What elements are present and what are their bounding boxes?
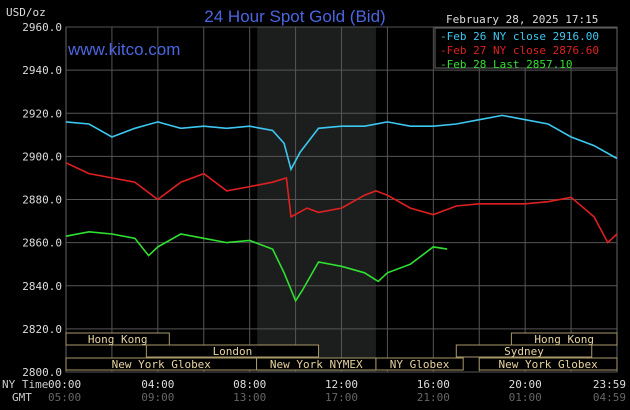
x-tick-label-gmt: 09:00 [141, 391, 174, 404]
session-label: New York Globex [498, 358, 598, 371]
legend-entry: -Feb 27 NY close 2876.60 [440, 44, 599, 57]
y-tick-label: 2860.0 [22, 237, 62, 250]
y-tick-label: 2940.0 [22, 64, 62, 77]
x-tick-label-ny: 08:00 [233, 378, 266, 391]
x-tick-label-gmt: 13:00 [233, 391, 266, 404]
x-tick-label-gmt: 21:00 [417, 391, 450, 404]
session-label: NY Globex [390, 358, 450, 371]
series-line [65, 230, 448, 303]
x-tick-label-ny: 00:00 [48, 378, 81, 391]
ny-time-label: NY Time [2, 378, 48, 391]
x-tick-label-ny: 23:59 [593, 378, 626, 391]
session-band [145, 344, 320, 358]
y-tick-label: 2900.0 [22, 150, 62, 163]
series-lines [65, 114, 618, 303]
session-label: Hong Kong [534, 333, 594, 346]
session-label: Hong Kong [88, 333, 148, 346]
legend-box [434, 27, 618, 69]
legend-entry: -Feb 28 Last 2857.10 [440, 58, 572, 71]
y-tick-label: 2960.0 [22, 21, 62, 34]
gmt-label: GMT [12, 391, 32, 404]
legend-entry: -Feb 26 NY close 2916.00 [440, 30, 599, 43]
grid [66, 26, 617, 373]
y-tick-label: 2820.0 [22, 323, 62, 336]
series-line [65, 162, 618, 244]
y-tick-label: 2920.0 [22, 107, 62, 120]
legend: -Feb 26 NY close 2916.00-Feb 27 NY close… [440, 30, 599, 71]
y-axis: 2960.0 2940.0 2920.0 2900.0 2880.0 2860.0 2840… [22, 21, 62, 379]
timestamp: February 28, 2025 17:15 [446, 13, 598, 26]
x-tick-label-gmt: 04:59 [593, 391, 626, 404]
y-tick-label: 2800.0 [22, 366, 62, 379]
y-tick-label: 2840.0 [22, 280, 62, 293]
x-tick-label-ny: 04:00 [141, 378, 174, 391]
session-band [478, 357, 618, 371]
x-tick-label-ny: 12:00 [325, 378, 358, 391]
session-label: New York NYMEX [270, 358, 363, 371]
session-label: New York Globex [112, 358, 212, 371]
x-tick-label-gmt: 17:00 [325, 391, 358, 404]
x-tick-label-ny: 16:00 [417, 378, 450, 391]
website-label: www.kitco.com [67, 40, 180, 59]
y-tick-label: 2880.0 [22, 194, 62, 207]
x-tick-label-gmt: 05:00 [48, 391, 81, 404]
session-label: London [213, 345, 253, 358]
x-tick-label-ny: 20:00 [509, 378, 542, 391]
chart-title: 24 Hour Spot Gold (Bid) [204, 7, 385, 26]
session-label: Sydney [504, 345, 544, 358]
series-line [65, 114, 618, 172]
x-tick-label-gmt: 01:00 [509, 391, 542, 404]
y-axis-label: USD/oz [6, 6, 46, 19]
session-band [455, 344, 593, 358]
session-band [65, 332, 170, 346]
session-band [375, 357, 464, 371]
